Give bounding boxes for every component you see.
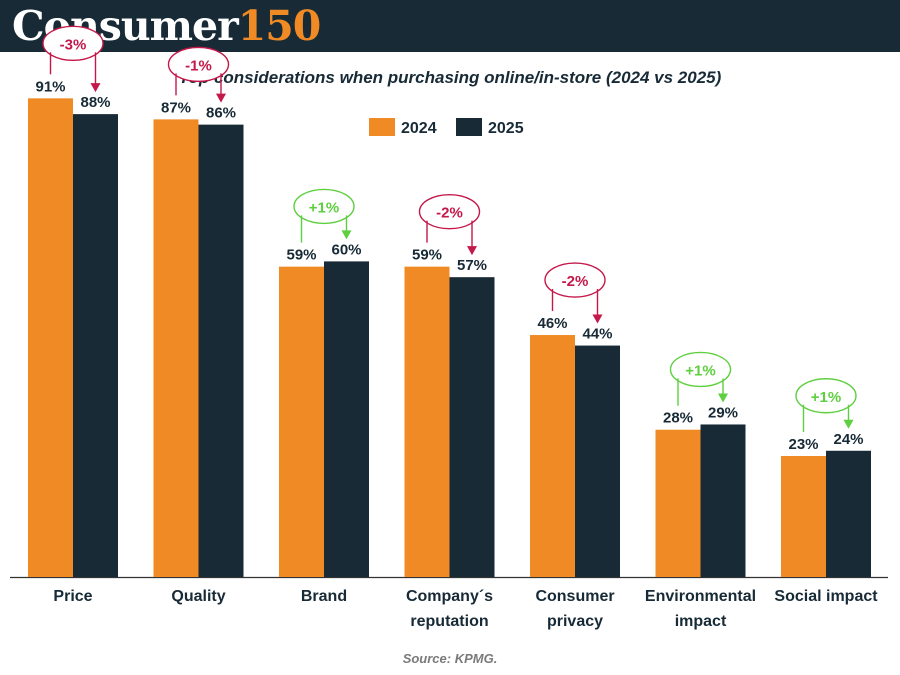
data-label-2024: 87% xyxy=(161,99,191,116)
brand-number: 150 xyxy=(237,2,322,50)
change-label: +1% xyxy=(309,199,339,216)
bar-2025 xyxy=(198,124,244,577)
change-label: -1% xyxy=(185,57,212,74)
change-label: -2% xyxy=(436,205,463,222)
change-label: -2% xyxy=(562,273,589,290)
change-badge xyxy=(544,262,606,298)
change-badge xyxy=(795,378,857,414)
data-label-2024: 46% xyxy=(537,315,567,332)
category-label: Price xyxy=(53,588,92,605)
bar-2024 xyxy=(655,429,701,577)
category-label: privacy xyxy=(547,613,603,630)
bar-2025 xyxy=(700,424,746,577)
source-note: Source: KPMG. xyxy=(402,651,498,666)
category-label: Quality xyxy=(171,588,225,605)
bar-2025 xyxy=(73,114,118,578)
category-label: Company´s xyxy=(406,588,493,605)
data-label-2025: 88% xyxy=(80,94,110,111)
data-label-2025: 24% xyxy=(833,431,863,448)
bar-2024 xyxy=(404,266,450,577)
data-label-2024: 59% xyxy=(412,247,442,264)
data-label-2024: 91% xyxy=(35,78,65,95)
change-badge xyxy=(418,193,481,230)
bar-2025 xyxy=(575,345,620,577)
change-label: +1% xyxy=(811,389,841,406)
change-arrowhead xyxy=(90,83,101,93)
change-label: +1% xyxy=(685,362,715,379)
change-arrowhead xyxy=(843,419,854,429)
legend-swatch-2025 xyxy=(456,118,482,136)
bar-2024 xyxy=(279,266,324,577)
change-arrowhead xyxy=(216,93,226,103)
legend-label-2025: 2025 xyxy=(488,120,524,137)
data-label-2024: 28% xyxy=(663,410,693,427)
change-badge xyxy=(42,25,104,62)
change-arrowhead xyxy=(718,393,728,403)
data-label-2025: 29% xyxy=(708,404,738,421)
data-label-2025: 86% xyxy=(206,105,236,122)
change-badge xyxy=(293,188,355,225)
bar-2025 xyxy=(449,277,495,577)
chart-title: Top considerations when purchasing onlin… xyxy=(178,68,722,87)
data-label-2025: 57% xyxy=(457,257,487,274)
change-arrowhead xyxy=(341,230,352,240)
category-label: impact xyxy=(675,613,727,630)
change-badge xyxy=(669,351,732,388)
category-label: Environmental xyxy=(645,588,756,605)
bar-2024 xyxy=(153,119,199,577)
bar-2024 xyxy=(530,335,575,577)
change-badge xyxy=(167,46,230,83)
category-label: Social impact xyxy=(774,588,878,605)
change-arrowhead xyxy=(467,246,477,256)
legend-label-2024: 2024 xyxy=(401,120,437,137)
bar-2025 xyxy=(826,450,871,577)
data-label-2024: 59% xyxy=(286,247,316,264)
data-label-2025: 60% xyxy=(331,241,361,258)
bar-2024 xyxy=(781,456,826,577)
data-label-2025: 44% xyxy=(582,326,612,343)
legend-swatch-2024 xyxy=(369,118,395,136)
header-bar: Consumer150 xyxy=(0,0,900,52)
change-label: -3% xyxy=(60,36,87,53)
category-label: Brand xyxy=(301,588,347,605)
category-label: Consumer xyxy=(535,588,614,605)
category-label: reputation xyxy=(410,613,488,630)
data-label-2024: 23% xyxy=(788,436,818,453)
bar-2025 xyxy=(324,261,369,577)
change-arrowhead xyxy=(592,314,603,324)
bar-2024 xyxy=(28,98,73,577)
